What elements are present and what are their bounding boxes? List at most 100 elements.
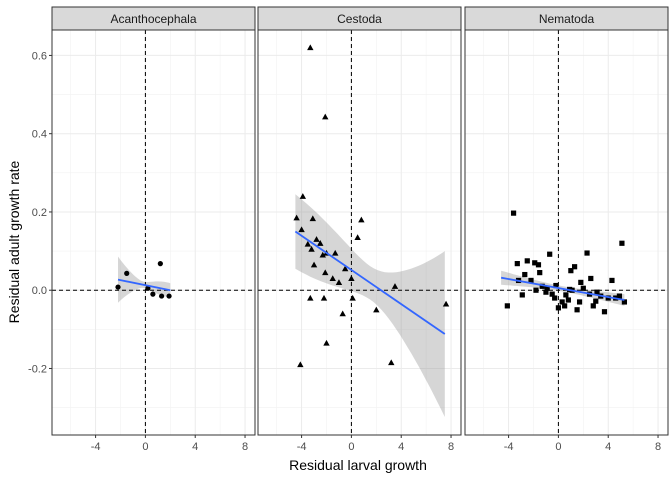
x-tick-label: 4 [398,441,404,453]
y-tick-label: 0.0 [32,285,47,297]
data-point [124,270,130,276]
data-point [304,240,312,247]
data-point [578,279,584,285]
data-point [594,289,600,295]
data-point [619,240,625,246]
data-point [313,236,320,242]
data-point [157,261,163,267]
data-point [299,193,307,199]
data-point [552,295,558,301]
panel-border [464,29,669,436]
data-point [442,300,450,307]
data-point [524,258,530,264]
data-point [584,250,590,256]
data-point [528,277,534,284]
x-tick-label: 4 [192,441,198,453]
facet-strip-label: Cestoda [337,12,382,26]
data-point [317,240,324,246]
data-point [339,310,346,317]
data-point [571,264,578,270]
data-point [539,283,545,289]
panel-nematoda: Nematoda -4 0 4 8 [464,6,669,453]
data-point [609,277,615,284]
data-point [621,299,628,305]
data-point [559,299,565,305]
data-point [388,359,395,366]
data-point [166,293,172,299]
plot-background [258,30,461,435]
x-tick-label: 8 [655,441,661,453]
y-tick-label: 0.2 [32,207,47,219]
data-point [555,305,562,311]
data-point [323,339,330,346]
data-point [145,285,151,291]
data-point [115,284,121,290]
data-point [562,303,568,309]
data-point [332,249,339,256]
data-point [335,279,343,285]
data-point [307,44,314,51]
data-point [358,216,365,223]
data-point [533,287,539,293]
data-point [532,260,538,266]
data-point [588,275,594,282]
regression-line [117,278,171,292]
data-point [322,269,329,276]
data-point [341,265,349,272]
data-point [298,226,305,233]
data-point [349,294,356,301]
x-tick-label: 0 [142,441,148,453]
data-point [158,293,165,299]
data-point [580,285,586,291]
data-point [310,261,318,268]
plot-background [465,30,668,435]
data-point [563,292,569,298]
confidence-band [118,256,171,303]
x-tick-label: 0 [348,441,354,453]
x-tick-label: 8 [242,441,248,453]
x-tick-label: -4 [297,441,307,453]
facet-strip-label: Nematoda [539,12,595,26]
data-point [373,306,380,313]
data-point [568,268,574,274]
x-tick-label: 8 [448,441,454,453]
data-point [319,251,326,258]
data-point [308,245,315,252]
data-point [565,297,571,303]
data-point [297,361,304,368]
data-point [329,275,336,282]
data-point [549,291,555,297]
facet-strip-label: Acanthocephala [110,12,196,26]
regression-line [500,276,625,301]
data-point [576,299,583,305]
y-axis-title: Residual adult growth rate [6,160,22,323]
y-tick-label: -0.2 [28,363,47,375]
x-tick-label: 0 [555,441,561,453]
regression-line [294,230,446,335]
confidence-band [295,194,445,417]
data-point [354,234,361,240]
y-tick-label: 0.4 [32,129,47,141]
data-point [522,271,528,278]
data-point [293,214,300,221]
data-point [309,215,316,222]
panel-border [257,29,462,436]
data-point [535,262,542,268]
data-point [510,210,517,216]
panel-acanthocephala: Acanthocephala -4 0 4 8 [51,6,256,453]
data-point [322,113,329,120]
data-point [553,282,559,289]
data-point [348,275,355,282]
data-point [547,251,553,257]
data-point [320,294,328,301]
panel-cestoda: Cestoda -4 0 4 8 [257,6,462,453]
x-axis-title: Residual larval growth [289,457,427,473]
data-point [601,309,608,315]
x-tick-label: -4 [504,441,514,453]
data-point [574,307,580,313]
data-point [504,303,510,309]
data-point [544,285,550,291]
data-point [590,303,596,309]
